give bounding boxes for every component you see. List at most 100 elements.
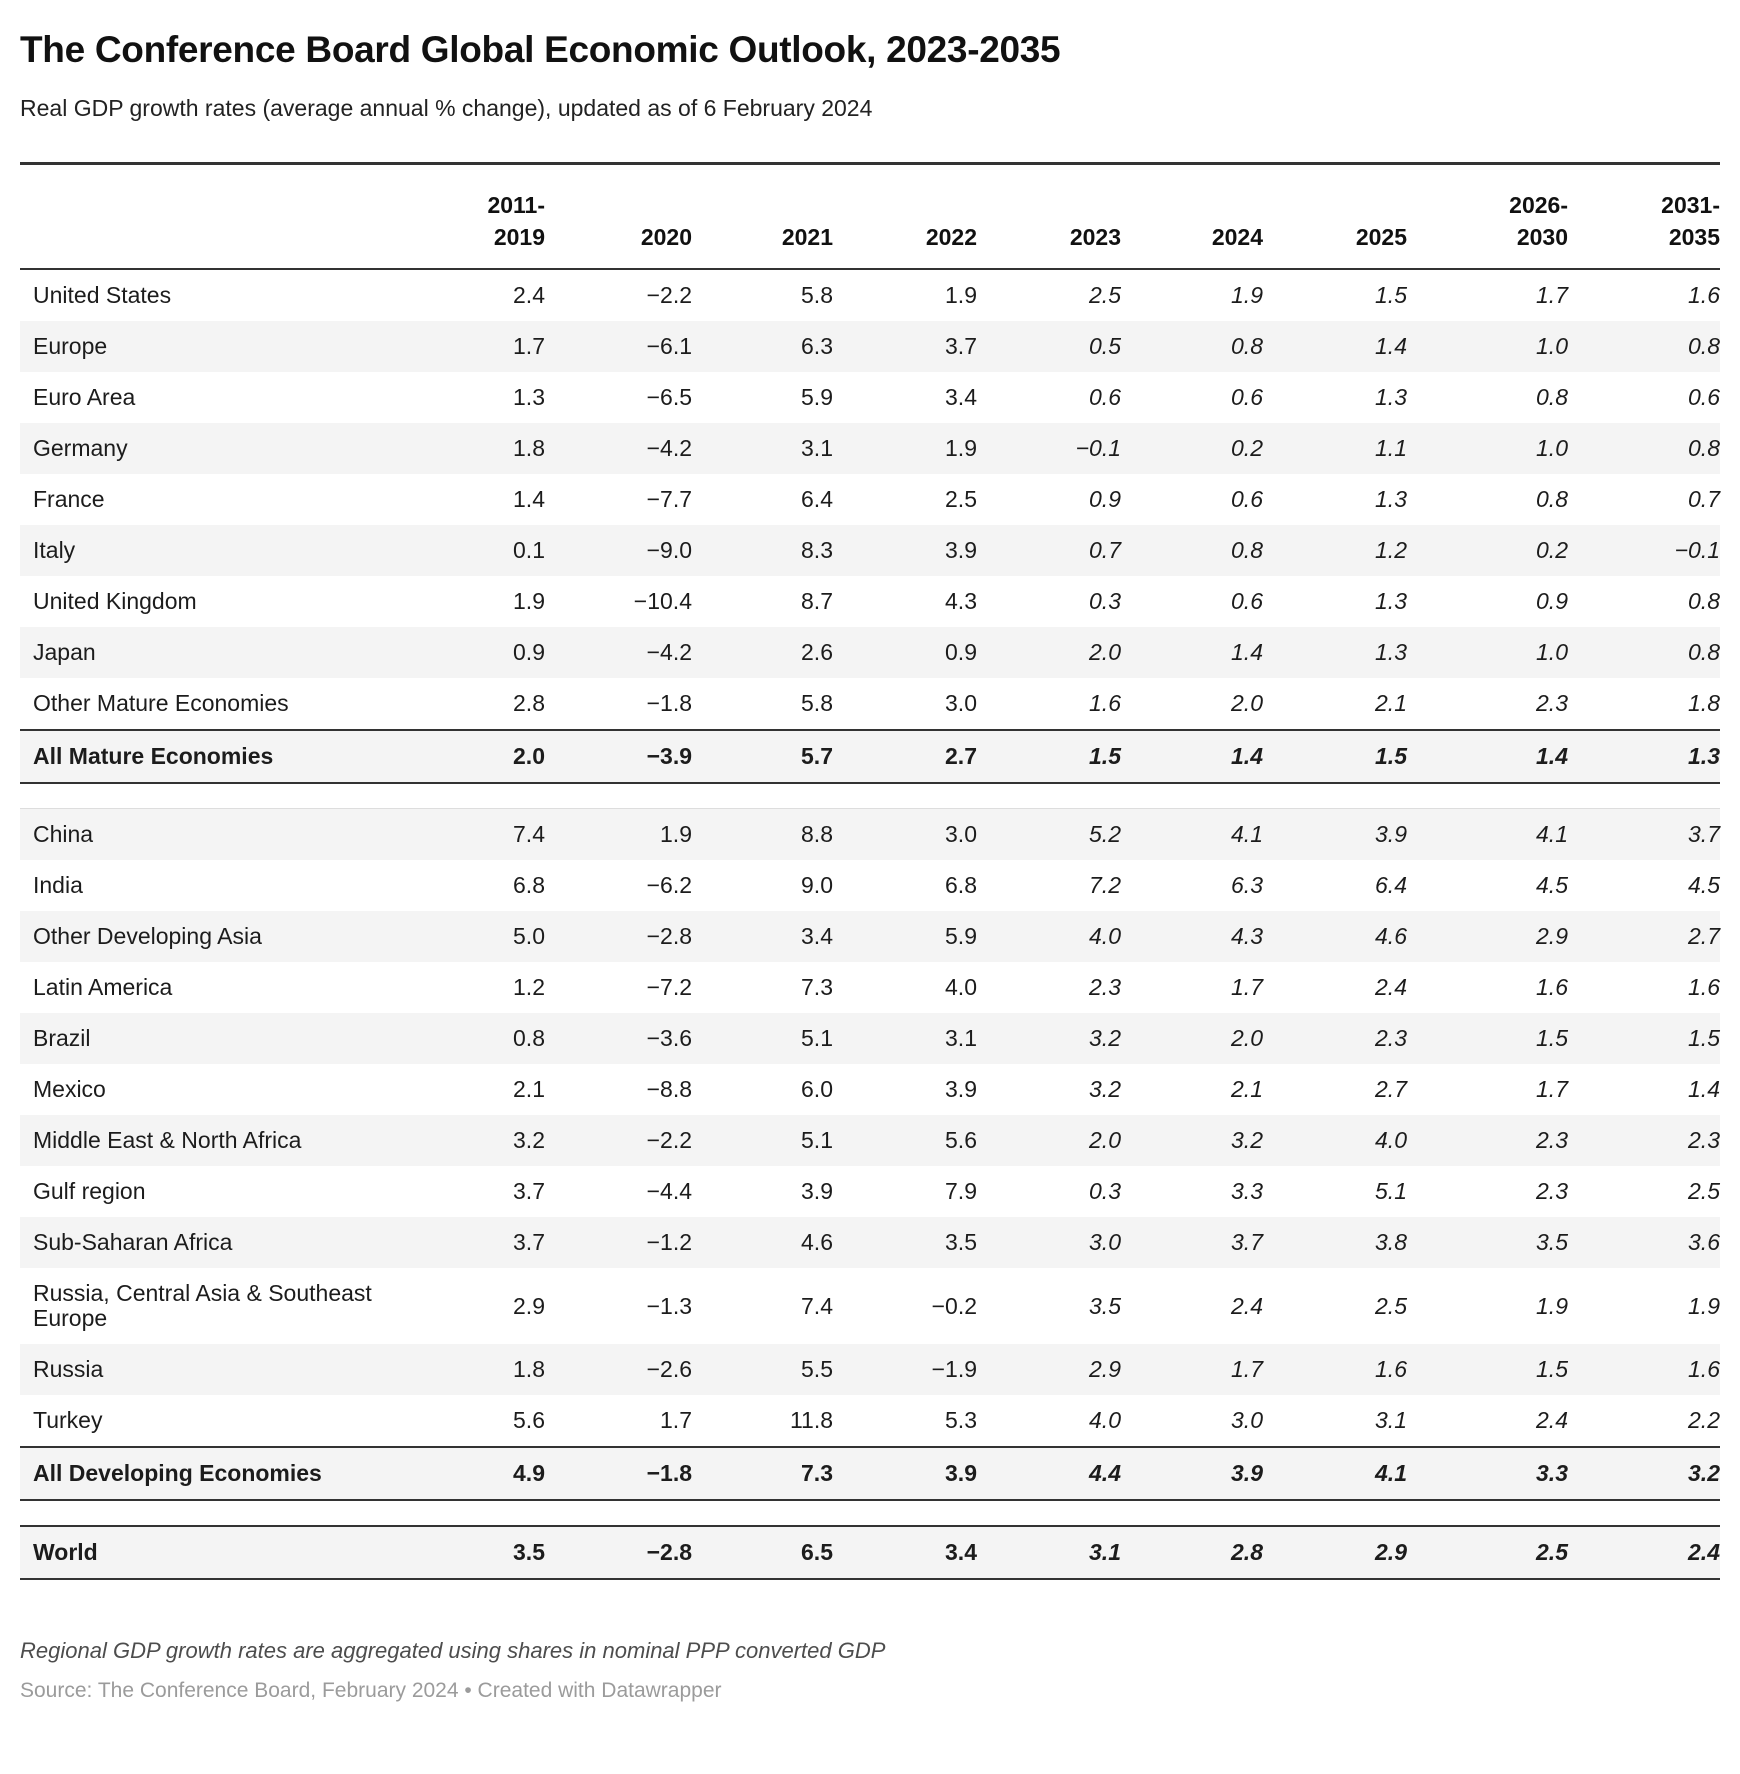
data-cell: 3.9 (1263, 808, 1407, 861)
data-cell: 1.6 (1688, 281, 1720, 308)
row-label: Mexico (33, 1076, 106, 1103)
table-row: Italy 0.1 −9.0 8.3 3.9 0.7 0.8 1.2 0.2 −0.1 (20, 524, 1720, 576)
data-cell: 4.3 (945, 587, 977, 614)
header-row: 2011- 2019 2020 2021 2022 2023 2024 2025 2026- … (20, 163, 1720, 270)
row-label: World (20, 1525, 395, 1581)
row-label: Brazil (33, 1025, 91, 1052)
data-cell: 4.0 (1089, 923, 1121, 950)
data-cell: 1.5 (1536, 1025, 1568, 1052)
data-cell: 3.2 (1089, 1025, 1121, 1052)
data-cell: 2.7 (1688, 923, 1720, 950)
data-cell: 1.6 (1688, 1356, 1720, 1383)
data-cell: 1.4 (1121, 728, 1263, 784)
data-cell: 0.9 (1089, 485, 1121, 512)
data-cell: −3.9 (545, 728, 692, 784)
data-cell: 7.4 (801, 1292, 833, 1319)
data-cell: 8.7 (801, 587, 833, 614)
data-cell: 0.6 (1231, 383, 1263, 410)
row-label: United States (33, 281, 172, 308)
data-cell: 3.3 (1407, 1446, 1568, 1502)
data-cell: 0.7 (1688, 485, 1720, 512)
table-row: Middle East & North Africa 3.2 −2.2 5.1 5.6 2… (20, 1115, 1720, 1167)
data-cell: 0.8 (1688, 332, 1720, 359)
data-cell: 5.8 (801, 281, 833, 308)
data-cell: 4.5 (1536, 872, 1568, 899)
data-cell: 3.4 (801, 923, 833, 950)
data-cell: −0.1 (1674, 536, 1720, 563)
data-cell: 1.9 (945, 434, 977, 461)
data-cell: 5.9 (801, 383, 833, 410)
data-cell: 4.0 (1089, 1407, 1121, 1434)
data-cell: −8.8 (646, 1076, 692, 1103)
data-cell: 4.4 (977, 1446, 1121, 1502)
data-cell: 2.4 (513, 281, 545, 308)
data-cell: 1.6 (1375, 1356, 1407, 1383)
data-cell: 1.7 (1536, 281, 1568, 308)
data-cell: 1.1 (1375, 434, 1407, 461)
data-cell: 1.9 (513, 587, 545, 614)
data-cell: 6.3 (801, 332, 833, 359)
row-label: Euro Area (33, 383, 136, 410)
data-cell: −1.8 (545, 1446, 692, 1502)
data-cell: −2.2 (646, 1127, 692, 1154)
row-label: Germany (33, 434, 128, 461)
data-cell: 2.5 (945, 485, 977, 512)
table-row: Other Mature Economies 2.8 −1.8 5.8 3.0 1.6 2.… (20, 678, 1720, 730)
data-cell: 3.4 (833, 1525, 977, 1581)
data-cell: −1.3 (646, 1292, 692, 1319)
data-cell: 3.1 (1375, 1407, 1407, 1434)
data-cell: −4.4 (646, 1178, 692, 1205)
data-cell: 1.5 (1688, 1025, 1720, 1052)
column-header: 2020 (545, 163, 692, 270)
data-cell: 1.9 (1231, 281, 1263, 308)
data-cell: 3.0 (833, 808, 977, 861)
table-row: Brazil 0.8 −3.6 5.1 3.1 3.2 2.0 2.3 1.5 1.5 (20, 1013, 1720, 1065)
data-cell: 3.6 (1688, 1229, 1720, 1256)
data-cell: 1.8 (1688, 689, 1720, 716)
table-header: 2011- 2019 2020 2021 2022 2023 2024 2025 2026- … (20, 163, 1720, 270)
data-cell: 1.5 (1536, 1356, 1568, 1383)
table-row: Euro Area 1.3 −6.5 5.9 3.4 0.6 0.6 1.3 0.8 0.6 (20, 372, 1720, 423)
table-row: Japan 0.9 −4.2 2.6 0.9 2.0 1.4 1.3 1.0 0.8 (20, 626, 1720, 678)
data-cell: −6.1 (646, 332, 692, 359)
row-label: Other Mature Economies (33, 689, 289, 716)
data-cell: 0.7 (1089, 536, 1121, 563)
data-cell: 3.2 (1568, 1446, 1720, 1502)
data-cell: 1.2 (1375, 536, 1407, 563)
data-cell: −0.1 (1075, 434, 1121, 461)
data-cell: 3.7 (513, 1229, 545, 1256)
table-row: United Kingdom 1.9 −10.4 8.7 4.3 0.3 0.6 1.3 0.9… (20, 576, 1720, 627)
data-cell: 1.3 (1375, 638, 1407, 665)
data-cell: 5.6 (513, 1407, 545, 1434)
data-cell: −4.2 (646, 638, 692, 665)
data-cell: 6.4 (801, 485, 833, 512)
page-subtitle: Real GDP growth rates (average annual % … (20, 95, 873, 122)
data-cell: −1.8 (646, 689, 692, 716)
data-cell: 1.0 (1536, 332, 1568, 359)
data-cell: 1.3 (1375, 383, 1407, 410)
spacer-cell (20, 782, 1720, 809)
data-cell: 3.4 (945, 383, 977, 410)
data-cell: 3.5 (1089, 1292, 1121, 1319)
data-cell: 2.3 (1375, 1025, 1407, 1052)
data-cell: 2.8 (513, 689, 545, 716)
data-cell: 5.1 (801, 1127, 833, 1154)
data-cell: 2.4 (1536, 1407, 1568, 1434)
data-cell: 2.8 (1121, 1525, 1263, 1581)
data-cell: 2.1 (1231, 1076, 1263, 1103)
data-cell: 6.4 (1375, 872, 1407, 899)
row-label: Japan (33, 638, 96, 665)
data-cell: 1.0 (1536, 434, 1568, 461)
data-cell: 4.9 (395, 1446, 545, 1502)
data-cell: 2.5 (1407, 1525, 1568, 1581)
data-cell: 5.5 (801, 1356, 833, 1383)
table-row: Germany 1.8 −4.2 3.1 1.9 −0.1 0.2 1.1 1.0 0.8 (20, 422, 1720, 474)
data-cell: 1.4 (1407, 728, 1568, 784)
gdp-table: 2011- 2019 2020 2021 2022 2023 2024 2025 2026- … (20, 162, 1720, 1581)
data-cell: 2.3 (1536, 689, 1568, 716)
row-label: Other Developing Asia (33, 923, 262, 950)
data-cell: 3.0 (1089, 1229, 1121, 1256)
table-row: Mexico 2.1 −8.8 6.0 3.9 3.2 2.1 2.7 1.7 1.4 (20, 1064, 1720, 1115)
row-label: Sub-Saharan Africa (33, 1229, 233, 1256)
data-cell: 5.6 (945, 1127, 977, 1154)
